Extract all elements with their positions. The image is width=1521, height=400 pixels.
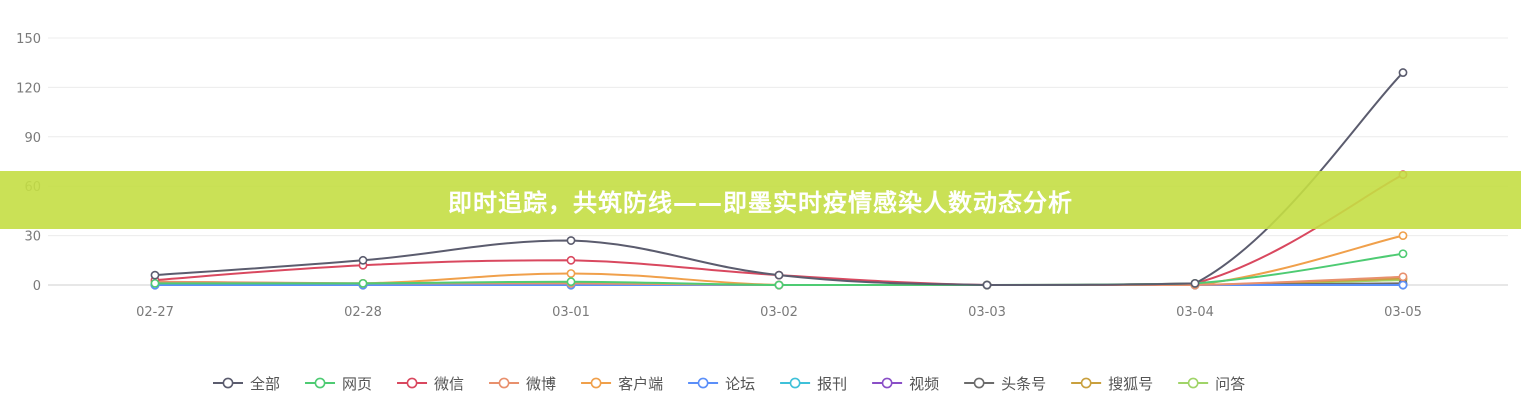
legend-marker xyxy=(973,377,985,389)
legend[interactable]: 全部 网页 微信 微博 客户端 论坛 报刊 视频 头条号 搜狐号 问答 xyxy=(213,375,1245,393)
legend-item[interactable]: 微信 xyxy=(397,375,464,393)
x-tick-label: 02-27 xyxy=(136,305,174,320)
legend-marker xyxy=(498,377,510,389)
legend-item[interactable]: 报刊 xyxy=(780,375,847,393)
y-tick-label: 30 xyxy=(24,230,41,245)
legend-label: 头条号 xyxy=(1001,375,1046,393)
x-tick-label: 02-28 xyxy=(344,305,382,320)
data-point xyxy=(1398,68,1408,77)
banner-title: 即时追踪，共筑防线——即墨实时疫情感染人数动态分析 xyxy=(448,188,1073,217)
legend-label: 报刊 xyxy=(817,375,847,393)
data-point xyxy=(150,270,160,280)
series-lines xyxy=(150,68,1408,290)
data-point xyxy=(1190,278,1200,288)
data-point xyxy=(358,278,368,288)
title-banner: 即时追踪，共筑防线——即墨实时疫情感染人数动态分析 xyxy=(0,171,1521,229)
x-tick-label: 03-02 xyxy=(760,305,798,320)
legend-item[interactable]: 问答 xyxy=(1178,375,1245,393)
legend-item[interactable]: 视频 xyxy=(872,375,939,393)
legend-label: 全部 xyxy=(250,375,280,393)
legend-label: 论坛 xyxy=(725,375,755,393)
data-point xyxy=(1398,272,1408,282)
data-point xyxy=(566,277,576,287)
legend-item[interactable]: 头条号 xyxy=(964,375,1046,393)
legend-marker xyxy=(222,377,234,389)
series-全部 xyxy=(150,68,1408,290)
y-axis-ticks: 0306090120150 xyxy=(16,32,41,294)
y-tick-label: 90 xyxy=(24,131,41,146)
data-point xyxy=(774,280,784,290)
legend-label: 视频 xyxy=(909,375,939,393)
data-point xyxy=(1398,280,1408,290)
grid-lines xyxy=(48,37,1508,286)
data-point xyxy=(566,255,576,265)
y-tick-label: 150 xyxy=(16,32,41,47)
legend-item[interactable]: 客户端 xyxy=(581,375,663,393)
legend-item[interactable]: 微博 xyxy=(489,375,556,393)
data-point xyxy=(566,269,576,278)
legend-marker xyxy=(590,377,602,389)
legend-label: 问答 xyxy=(1215,375,1245,393)
legend-label: 搜狐号 xyxy=(1108,375,1153,393)
series-客户端 xyxy=(150,231,1408,290)
data-point xyxy=(1398,231,1408,240)
legend-marker xyxy=(1187,377,1199,389)
x-tick-label: 03-01 xyxy=(552,305,590,320)
legend-item[interactable]: 搜狐号 xyxy=(1071,375,1153,393)
data-point xyxy=(1398,249,1408,259)
data-point xyxy=(982,280,992,290)
legend-label: 微博 xyxy=(526,375,556,393)
data-point xyxy=(150,278,160,288)
legend-marker xyxy=(1080,377,1092,389)
data-point xyxy=(774,270,784,280)
y-tick-label: 0 xyxy=(33,279,41,294)
legend-marker xyxy=(881,377,893,389)
data-point xyxy=(566,236,576,245)
legend-item[interactable]: 全部 xyxy=(213,375,280,393)
legend-label: 微信 xyxy=(434,375,464,393)
x-tick-label: 03-03 xyxy=(968,305,1006,320)
legend-item[interactable]: 网页 xyxy=(305,375,372,393)
legend-marker xyxy=(789,377,801,389)
legend-label: 客户端 xyxy=(618,375,663,393)
legend-item[interactable]: 论坛 xyxy=(688,375,755,393)
data-point xyxy=(358,255,368,265)
legend-marker xyxy=(697,377,709,389)
legend-marker xyxy=(314,377,326,389)
x-axis-ticks: 02-27 02-28 03-01 03-02 03-03 03-04 03-05 xyxy=(136,285,1422,320)
legend-marker xyxy=(406,377,418,389)
y-tick-label: 120 xyxy=(16,81,41,96)
x-tick-label: 03-04 xyxy=(1176,305,1214,320)
legend-label: 网页 xyxy=(342,375,372,393)
x-tick-label: 03-05 xyxy=(1384,305,1422,320)
series-line xyxy=(154,252,1404,287)
